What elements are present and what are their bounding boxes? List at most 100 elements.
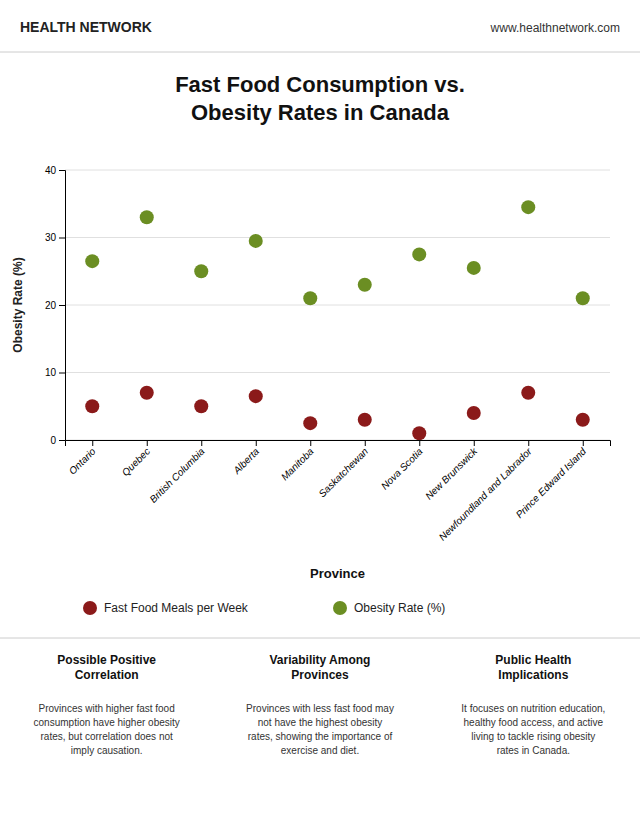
tick-label: Nova Scotia: [379, 445, 425, 491]
point: [412, 426, 426, 440]
point: [194, 264, 208, 278]
point: [140, 386, 154, 400]
tick: Newfoundland and Labrador: [437, 440, 534, 543]
tick: 0: [50, 435, 65, 446]
grid-line: [65, 237, 610, 238]
text-line: living to tackle rising obesity: [471, 731, 595, 742]
tick-label: 0: [50, 435, 56, 446]
tick: Saskatchewan: [316, 440, 370, 499]
separator: [0, 52, 640, 53]
grid: [65, 170, 610, 440]
footer-title: Public HealthImplications: [495, 653, 571, 682]
tick-label: 20: [45, 300, 57, 311]
legend: Fast Food Meals per Week Obesity Rate (%): [83, 601, 445, 615]
legend-swatch: [333, 601, 347, 615]
tick-label: 40: [45, 165, 57, 176]
tick: 20: [45, 300, 65, 311]
tick-label: Newfoundland and Labrador: [437, 445, 534, 542]
point: [358, 278, 372, 292]
tick-label: 10: [45, 367, 57, 378]
tick-mark: [201, 440, 202, 446]
text-line: Fast Food Consumption vs.: [175, 72, 465, 97]
point: [467, 261, 481, 275]
tick-mark: [474, 440, 475, 446]
tick-label: New Brunswick: [423, 445, 480, 502]
footer-title: Variability AmongProvinces: [270, 653, 371, 682]
tick-mark: [59, 238, 65, 239]
tick: Alberta: [230, 440, 261, 477]
point: [521, 200, 535, 214]
tick-mark: [59, 373, 65, 374]
tick-mark: [59, 440, 65, 441]
tick: Manitoba: [279, 440, 316, 483]
tick: Ontario: [67, 440, 98, 477]
grid-line: [65, 170, 610, 171]
legend-entry: Obesity Rate (%): [354, 601, 445, 615]
separator: [0, 638, 640, 639]
marks: [85, 200, 590, 440]
point: [194, 399, 208, 413]
tick-label: Manitoba: [279, 445, 316, 482]
text-line: rates, showing the importance of: [248, 731, 393, 742]
text-line: Correlation: [75, 668, 139, 682]
x-axis: OntarioQuebecBritish ColumbiaAlbertaMani…: [66, 440, 611, 543]
chart-root: HEALTH NETWORKwww.healthnetwork.comFast …: [0, 0, 640, 827]
text-line: Obesity Rates in Canada: [191, 100, 450, 125]
series: [85, 200, 590, 305]
text-line: Possible Positive: [57, 653, 156, 667]
tick: 30: [45, 232, 65, 243]
text-line: Variability Among: [270, 653, 371, 667]
series: [85, 386, 590, 440]
point: [576, 413, 590, 427]
tick-mark: [528, 440, 529, 446]
text-line: Provinces with less fast food may: [246, 703, 394, 714]
tick-mark: [419, 440, 420, 446]
text-line: Provinces: [291, 668, 349, 682]
tick-label: Ontario: [67, 445, 98, 476]
x-axis-title: Province: [310, 566, 365, 581]
y-axis-title: Obesity Rate (%): [11, 257, 25, 352]
tick-mark: [147, 440, 148, 446]
point: [303, 291, 317, 305]
tick: New Brunswick: [423, 440, 480, 502]
text-line: Public Health: [495, 653, 571, 667]
point: [249, 234, 263, 248]
tick-label: Alberta: [230, 445, 261, 476]
text-line: exercise and diet.: [281, 745, 359, 756]
point: [140, 210, 154, 224]
grid-line: [65, 305, 610, 306]
tick-mark: [59, 170, 65, 171]
point: [412, 247, 426, 261]
axis-domain: [59, 171, 66, 441]
tick-mark: [59, 305, 65, 306]
tick: Quebec: [120, 440, 153, 478]
tick-label: Prince Edward Island: [514, 445, 589, 520]
text-line: consumption have higher obesity: [34, 717, 180, 728]
tick-mark: [365, 440, 366, 446]
tick: Nova Scotia: [379, 440, 425, 492]
point: [303, 416, 317, 430]
text-line: Implications: [498, 668, 568, 682]
text-line: healthy food access, and active: [464, 717, 604, 728]
website-text: www.healthnetwork.com: [490, 21, 620, 35]
point: [85, 254, 99, 268]
title: Fast Food Consumption vs. Obesity Rates i…: [175, 72, 465, 125]
text-line: imply causation.: [71, 745, 143, 756]
point: [576, 291, 590, 305]
point: [85, 399, 99, 413]
text-line: not have the highest obesity: [258, 717, 383, 728]
text-line: Provinces with higher fast food: [39, 703, 175, 714]
grid-line: [65, 372, 610, 373]
tick-mark: [92, 440, 93, 446]
text-line: It focuses on nutrition education,: [461, 703, 605, 714]
legend-entry: Fast Food Meals per Week: [104, 601, 249, 615]
tick: 10: [45, 367, 65, 378]
text-line: rates in Canada.: [497, 745, 570, 756]
text-line: rates, but correlation does not: [41, 731, 174, 742]
tick: Prince Edward Island: [514, 440, 589, 520]
axis-domain: [66, 441, 611, 447]
point: [467, 406, 481, 420]
tick-label: Quebec: [120, 446, 153, 479]
tick-mark: [310, 440, 311, 446]
legend-swatch: [83, 601, 97, 615]
